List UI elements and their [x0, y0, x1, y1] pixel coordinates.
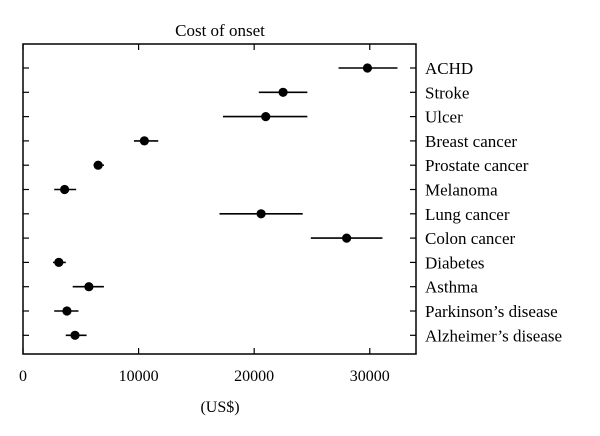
data-point-breast-cancer	[139, 136, 149, 146]
category-label-stroke: Stroke	[425, 83, 469, 102]
chart-title: Cost of onset	[175, 21, 265, 40]
data-point-alzheimer-s-disease	[70, 330, 80, 340]
data-points	[54, 63, 373, 340]
x-tick-label: 20000	[234, 368, 274, 385]
x-tick-label: 30000	[350, 368, 390, 385]
category-label-achd: ACHD	[425, 59, 473, 78]
data-point-achd	[362, 63, 373, 73]
category-label-diabetes: Diabetes	[425, 253, 484, 272]
x-axis-ticks: 0 10000 20000 30000	[19, 44, 390, 385]
data-point-parkinson-s-disease	[62, 306, 72, 316]
data-point-diabetes	[54, 257, 64, 267]
y-axis-ticks	[23, 67, 416, 336]
data-point-stroke	[278, 87, 288, 97]
data-point-prostate-cancer	[93, 160, 103, 170]
category-label-alzheimer-s-disease: Alzheimer’s disease	[425, 326, 562, 345]
category-label-prostate-cancer: Prostate cancer	[425, 156, 529, 175]
data-point-ulcer	[261, 112, 271, 122]
x-tick-label: 10000	[119, 368, 159, 385]
category-label-parkinson-s-disease: Parkinson’s disease	[425, 302, 558, 321]
data-point-asthma	[84, 282, 94, 292]
category-label-breast-cancer: Breast cancer	[425, 132, 517, 151]
category-label-asthma: Asthma	[425, 278, 478, 297]
category-labels: ACHD Stroke Ulcer Breast cancer Prostate can…	[425, 59, 562, 345]
data-point-lung-cancer	[256, 209, 266, 219]
error-bars	[53, 67, 398, 337]
category-label-ulcer: Ulcer	[425, 108, 463, 127]
x-tick-label: 0	[19, 368, 27, 385]
data-point-colon-cancer	[342, 233, 352, 243]
data-point-melanoma	[60, 184, 70, 195]
plot-frame	[22, 43, 417, 355]
x-axis-label: (US$)	[200, 399, 239, 416]
category-label-melanoma: Melanoma	[425, 181, 498, 200]
category-label-colon-cancer: Colon cancer	[425, 229, 515, 248]
category-label-lung-cancer: Lung cancer	[425, 205, 510, 224]
